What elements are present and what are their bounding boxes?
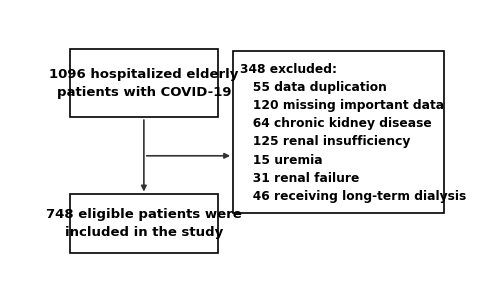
Text: 748 eligible patients were
included in the study: 748 eligible patients were included in t… (46, 209, 242, 240)
Text: 348 excluded:
   55 data duplication
   120 missing important data
   64 chronic: 348 excluded: 55 data duplication 120 mi… (240, 63, 466, 203)
Bar (70, 49, 218, 117)
Text: 1096 hospitalized elderly
patients with COVID-19: 1096 hospitalized elderly patients with … (49, 68, 238, 99)
Bar (70, 194, 218, 253)
Bar (233, 51, 444, 213)
